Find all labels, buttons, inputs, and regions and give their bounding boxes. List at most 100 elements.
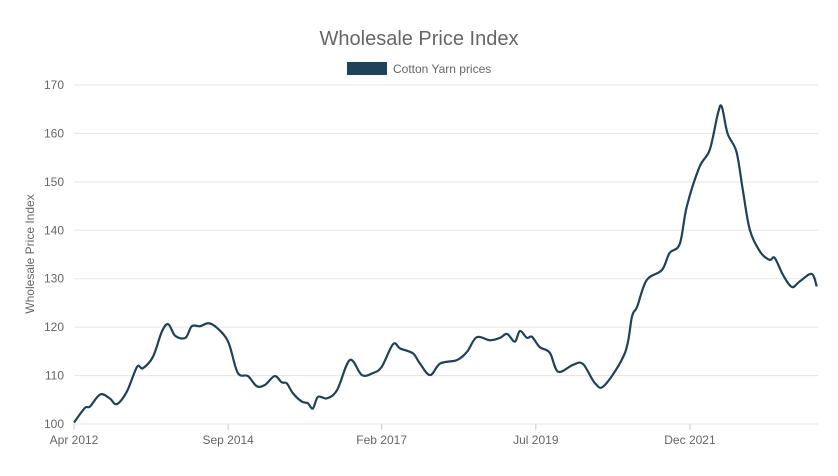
data-point[interactable] (159, 329, 165, 335)
data-point[interactable] (547, 350, 553, 356)
data-point[interactable] (134, 364, 140, 370)
data-point[interactable] (814, 283, 820, 289)
data-point[interactable] (205, 320, 211, 326)
data-point[interactable] (719, 104, 725, 110)
data-point[interactable] (767, 257, 773, 263)
data-point[interactable] (517, 328, 523, 334)
data-point[interactable] (725, 130, 731, 136)
data-point[interactable] (667, 250, 673, 256)
data-point[interactable] (629, 313, 635, 319)
x-tick-label: Feb 2017 (356, 433, 407, 447)
data-point[interactable] (189, 323, 195, 329)
data-point[interactable] (347, 357, 353, 363)
data-point[interactable] (71, 420, 77, 426)
data-point[interactable] (324, 395, 330, 401)
data-point[interactable] (740, 187, 746, 193)
data-point[interactable] (427, 372, 433, 378)
y-tick-label: 120 (44, 320, 64, 334)
data-point[interactable] (644, 277, 650, 283)
data-point[interactable] (305, 400, 311, 406)
data-point[interactable] (379, 364, 385, 370)
data-point[interactable] (789, 284, 795, 290)
data-point[interactable] (659, 267, 665, 273)
x-tick-label: Sep 2014 (202, 433, 254, 447)
data-point[interactable] (390, 341, 396, 347)
data-point[interactable] (290, 390, 296, 396)
data-point[interactable] (464, 349, 470, 355)
data-point[interactable] (602, 382, 608, 388)
data-point[interactable] (140, 365, 146, 371)
data-point[interactable] (697, 164, 703, 170)
data-point[interactable] (592, 380, 598, 386)
data-point[interactable] (225, 339, 231, 345)
data-point[interactable] (497, 335, 503, 341)
data-point[interactable] (172, 333, 178, 339)
series-line-cotton-yarn-prices (73, 104, 818, 424)
data-point[interactable] (359, 372, 365, 378)
data-point[interactable] (397, 345, 403, 351)
data-point[interactable] (684, 204, 690, 210)
data-point[interactable] (454, 357, 460, 363)
data-point[interactable] (772, 255, 778, 261)
y-tick-label: 100 (44, 417, 64, 431)
data-point[interactable] (334, 387, 340, 393)
data-point[interactable] (310, 406, 316, 412)
data-point[interactable] (733, 149, 739, 155)
data-point[interactable] (245, 373, 251, 379)
data-point[interactable] (114, 401, 120, 407)
data-point[interactable] (254, 383, 260, 389)
data-point[interactable] (165, 321, 171, 327)
data-point[interactable] (555, 369, 561, 375)
y-tick-label: 130 (44, 272, 64, 286)
data-point[interactable] (634, 304, 640, 310)
data-point[interactable] (262, 382, 268, 388)
data-point[interactable] (504, 331, 510, 337)
data-point[interactable] (570, 362, 576, 368)
legend-swatch (347, 62, 387, 75)
data-point[interactable] (797, 279, 803, 285)
data-point[interactable] (299, 399, 305, 405)
data-point[interactable] (780, 272, 786, 278)
data-point[interactable] (272, 373, 278, 379)
y-tick-label: 170 (44, 78, 64, 92)
y-tick-label: 160 (44, 126, 64, 140)
data-point[interactable] (370, 370, 376, 376)
data-point[interactable] (107, 395, 113, 401)
data-point[interactable] (410, 350, 416, 356)
data-point[interactable] (97, 391, 103, 397)
data-point[interactable] (315, 394, 321, 400)
data-point[interactable] (757, 249, 763, 255)
data-point[interactable] (529, 334, 535, 340)
data-point[interactable] (284, 380, 290, 386)
data-point[interactable] (197, 323, 203, 329)
data-point[interactable] (622, 350, 628, 356)
legend[interactable]: Cotton Yarn prices (347, 62, 491, 76)
data-point[interactable] (474, 334, 480, 340)
data-point[interactable] (124, 389, 130, 395)
data-point[interactable] (677, 241, 683, 247)
x-tick-label: Dec 2021 (664, 433, 716, 447)
data-point[interactable] (747, 227, 753, 233)
data-point[interactable] (235, 370, 241, 376)
data-point[interactable] (487, 337, 493, 343)
data-point[interactable] (809, 271, 815, 277)
data-point[interactable] (182, 335, 188, 341)
data-point[interactable] (150, 354, 156, 360)
data-point[interactable] (580, 361, 586, 367)
data-point[interactable] (524, 335, 530, 341)
y-axis-label: Wholesale Price Index (23, 194, 37, 313)
data-point[interactable] (537, 344, 543, 350)
legend-label: Cotton Yarn prices (393, 62, 491, 76)
data-point[interactable] (279, 379, 285, 385)
data-point[interactable] (417, 360, 423, 366)
data-point[interactable] (437, 360, 443, 366)
data-point[interactable] (214, 325, 220, 331)
x-tick-label: Apr 2012 (50, 433, 99, 447)
data-point[interactable] (512, 339, 518, 345)
chart-title: Wholesale Price Index (320, 28, 519, 50)
data-point[interactable] (87, 404, 93, 410)
data-point[interactable] (715, 110, 721, 116)
data-point[interactable] (707, 147, 713, 153)
data-point[interactable] (82, 405, 88, 411)
